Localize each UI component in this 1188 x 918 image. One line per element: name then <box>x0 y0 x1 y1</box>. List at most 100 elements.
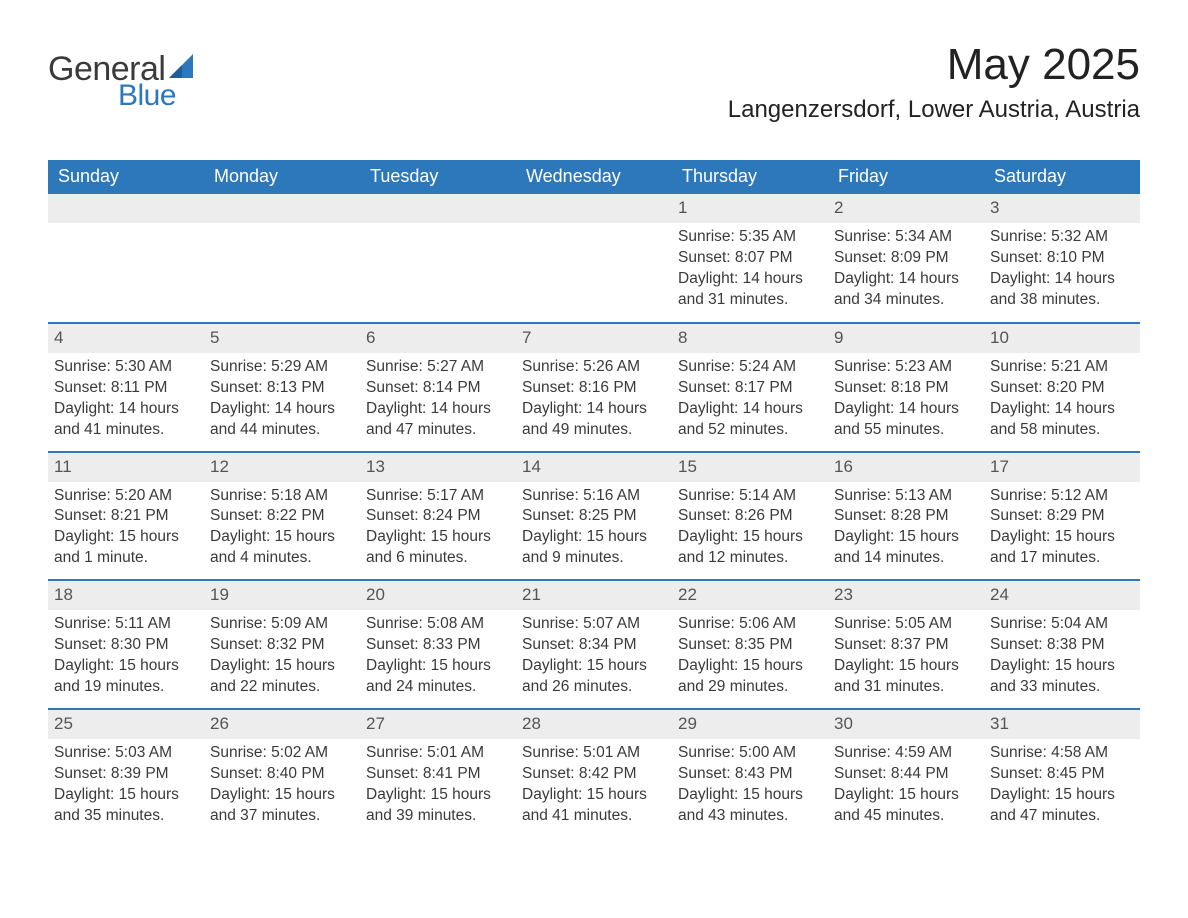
day-details: Sunrise: 5:26 AMSunset: 8:16 PMDaylight:… <box>522 357 666 441</box>
daylight-line-1: Daylight: 15 hours <box>210 785 354 806</box>
calendar-day-cell: 10Sunrise: 5:21 AMSunset: 8:20 PMDayligh… <box>984 324 1140 451</box>
day-details: Sunrise: 5:16 AMSunset: 8:25 PMDaylight:… <box>522 486 666 570</box>
calendar-day-cell: 12Sunrise: 5:18 AMSunset: 8:22 PMDayligh… <box>204 453 360 580</box>
sunset-line: Sunset: 8:41 PM <box>366 764 510 785</box>
calendar-day-cell <box>360 194 516 322</box>
day-details: Sunrise: 5:03 AMSunset: 8:39 PMDaylight:… <box>54 743 198 827</box>
sunrise-line: Sunrise: 5:04 AM <box>990 614 1134 635</box>
calendar-day-cell: 27Sunrise: 5:01 AMSunset: 8:41 PMDayligh… <box>360 710 516 837</box>
daylight-line-1: Daylight: 15 hours <box>990 527 1134 548</box>
sunrise-line: Sunrise: 5:13 AM <box>834 486 978 507</box>
day-number: 31 <box>984 710 1140 739</box>
sunset-line: Sunset: 8:32 PM <box>210 635 354 656</box>
sunrise-line: Sunrise: 5:35 AM <box>678 227 822 248</box>
daylight-line-1: Daylight: 15 hours <box>54 527 198 548</box>
daylight-line-2: and 49 minutes. <box>522 420 666 441</box>
daylight-line-1: Daylight: 15 hours <box>834 527 978 548</box>
day-number: 26 <box>204 710 360 739</box>
day-number <box>516 194 672 223</box>
day-number: 4 <box>48 324 204 353</box>
daylight-line-1: Daylight: 15 hours <box>54 656 198 677</box>
calendar-day-cell: 31 Sunrise: 4:58 AMSunset: 8:45 PMDayligh… <box>984 710 1140 837</box>
sunrise-line: Sunrise: 5:00 AM <box>678 743 822 764</box>
sunrise-line: Sunrise: 5:12 AM <box>990 486 1134 507</box>
sunset-line: Sunset: 8:09 PM <box>834 248 978 269</box>
sunrise-line: Sunrise: 5:20 AM <box>54 486 198 507</box>
sunrise-line: Sunrise: 5:21 AM <box>990 357 1134 378</box>
day-number: 17 <box>984 453 1140 482</box>
title-block: May 2025 Langenzersdorf, Lower Austria, … <box>728 40 1140 124</box>
calendar-day-cell: 28Sunrise: 5:01 AMSunset: 8:42 PMDayligh… <box>516 710 672 837</box>
calendar-day-cell: 13 Sunrise: 5:17 AMSunset: 8:24 PMDayligh… <box>360 453 516 580</box>
calendar-day-cell: 20Sunrise: 5:08 AMSunset: 8:33 PMDayligh… <box>360 581 516 708</box>
sunrise-line: Sunrise: 5:07 AM <box>522 614 666 635</box>
daylight-line-2: and 6 minutes. <box>366 548 510 569</box>
day-details: Sunrise: 5:34 AMSunset: 8:09 PMDaylight:… <box>834 227 978 311</box>
sunrise-line: Sunrise: 5:03 AM <box>54 743 198 764</box>
sunset-line: Sunset: 8:20 PM <box>990 378 1134 399</box>
sunset-line: Sunset: 8:38 PM <box>990 635 1134 656</box>
day-details: Sunrise: 5:29 AMSunset: 8:13 PMDaylight:… <box>210 357 354 441</box>
sunrise-line: Sunrise: 5:17 AM <box>366 486 510 507</box>
daylight-line-1: Daylight: 15 hours <box>990 785 1134 806</box>
daylight-line-1: Daylight: 14 hours <box>990 399 1134 420</box>
day-details: Sunrise: 5:17 AMSunset: 8:24 PMDaylight:… <box>366 486 510 570</box>
sunset-line: Sunset: 8:17 PM <box>678 378 822 399</box>
sunset-line: Sunset: 8:37 PM <box>834 635 978 656</box>
sunrise-line: Sunrise: 5:01 AM <box>366 743 510 764</box>
daylight-line-2: and 29 minutes. <box>678 677 822 698</box>
sunset-line: Sunset: 8:11 PM <box>54 378 198 399</box>
sunset-line: Sunset: 8:10 PM <box>990 248 1134 269</box>
daylight-line-1: Daylight: 15 hours <box>990 656 1134 677</box>
sunset-line: Sunset: 8:40 PM <box>210 764 354 785</box>
sunset-line: Sunset: 8:25 PM <box>522 506 666 527</box>
calendar-day-cell: 8Sunrise: 5:24 AMSunset: 8:17 PMDaylight… <box>672 324 828 451</box>
sunrise-line: Sunrise: 5:23 AM <box>834 357 978 378</box>
daylight-line-2: and 4 minutes. <box>210 548 354 569</box>
daylight-line-2: and 39 minutes. <box>366 806 510 827</box>
daylight-line-2: and 35 minutes. <box>54 806 198 827</box>
sunrise-line: Sunrise: 5:01 AM <box>522 743 666 764</box>
sunset-line: Sunset: 8:16 PM <box>522 378 666 399</box>
sunrise-line: Sunrise: 5:05 AM <box>834 614 978 635</box>
daylight-line-2: and 26 minutes. <box>522 677 666 698</box>
day-number: 21 <box>516 581 672 610</box>
daylight-line-2: and 33 minutes. <box>990 677 1134 698</box>
day-details: Sunrise: 5:35 AMSunset: 8:07 PMDaylight:… <box>678 227 822 311</box>
day-details: Sunrise: 4:59 AMSunset: 8:44 PMDaylight:… <box>834 743 978 827</box>
sunset-line: Sunset: 8:13 PM <box>210 378 354 399</box>
calendar-day-cell <box>48 194 204 322</box>
calendar-day-cell: 22Sunrise: 5:06 AMSunset: 8:35 PMDayligh… <box>672 581 828 708</box>
calendar-day-cell: 18Sunrise: 5:11 AMSunset: 8:30 PMDayligh… <box>48 581 204 708</box>
daylight-line-1: Daylight: 15 hours <box>522 527 666 548</box>
calendar-day-cell: 3Sunrise: 5:32 AMSunset: 8:10 PMDaylight… <box>984 194 1140 322</box>
day-number: 13 <box>360 453 516 482</box>
daylight-line-1: Daylight: 15 hours <box>678 785 822 806</box>
dow-thursday: Thursday <box>672 160 828 194</box>
daylight-line-1: Daylight: 14 hours <box>990 269 1134 290</box>
calendar-day-cell: 23Sunrise: 5:05 AMSunset: 8:37 PMDayligh… <box>828 581 984 708</box>
day-details: Sunrise: 5:12 AMSunset: 8:29 PMDaylight:… <box>990 486 1134 570</box>
day-number: 7 <box>516 324 672 353</box>
daylight-line-1: Daylight: 15 hours <box>678 656 822 677</box>
day-details: Sunrise: 5:20 AMSunset: 8:21 PMDaylight:… <box>54 486 198 570</box>
sunrise-line: Sunrise: 5:32 AM <box>990 227 1134 248</box>
day-details: Sunrise: 5:23 AMSunset: 8:18 PMDaylight:… <box>834 357 978 441</box>
calendar-day-cell: 17 Sunrise: 5:12 AMSunset: 8:29 PMDayligh… <box>984 453 1140 580</box>
day-details: Sunrise: 5:11 AMSunset: 8:30 PMDaylight:… <box>54 614 198 698</box>
day-details: Sunrise: 4:58 AMSunset: 8:45 PMDaylight:… <box>990 743 1134 827</box>
day-details: Sunrise: 5:09 AMSunset: 8:32 PMDaylight:… <box>210 614 354 698</box>
day-number: 16 <box>828 453 984 482</box>
sunset-line: Sunset: 8:07 PM <box>678 248 822 269</box>
calendar-day-cell: 4Sunrise: 5:30 AMSunset: 8:11 PMDaylight… <box>48 324 204 451</box>
day-number: 30 <box>828 710 984 739</box>
sunset-line: Sunset: 8:34 PM <box>522 635 666 656</box>
day-details: Sunrise: 5:32 AMSunset: 8:10 PMDaylight:… <box>990 227 1134 311</box>
daylight-line-2: and 38 minutes. <box>990 290 1134 311</box>
day-number <box>204 194 360 223</box>
daylight-line-2: and 37 minutes. <box>210 806 354 827</box>
page-header: General Blue May 2025 Langenzersdorf, Lo… <box>48 40 1140 150</box>
daylight-line-2: and 41 minutes. <box>522 806 666 827</box>
daylight-line-1: Daylight: 15 hours <box>366 656 510 677</box>
calendar-day-cell: 30 Sunrise: 4:59 AMSunset: 8:44 PMDayligh… <box>828 710 984 837</box>
